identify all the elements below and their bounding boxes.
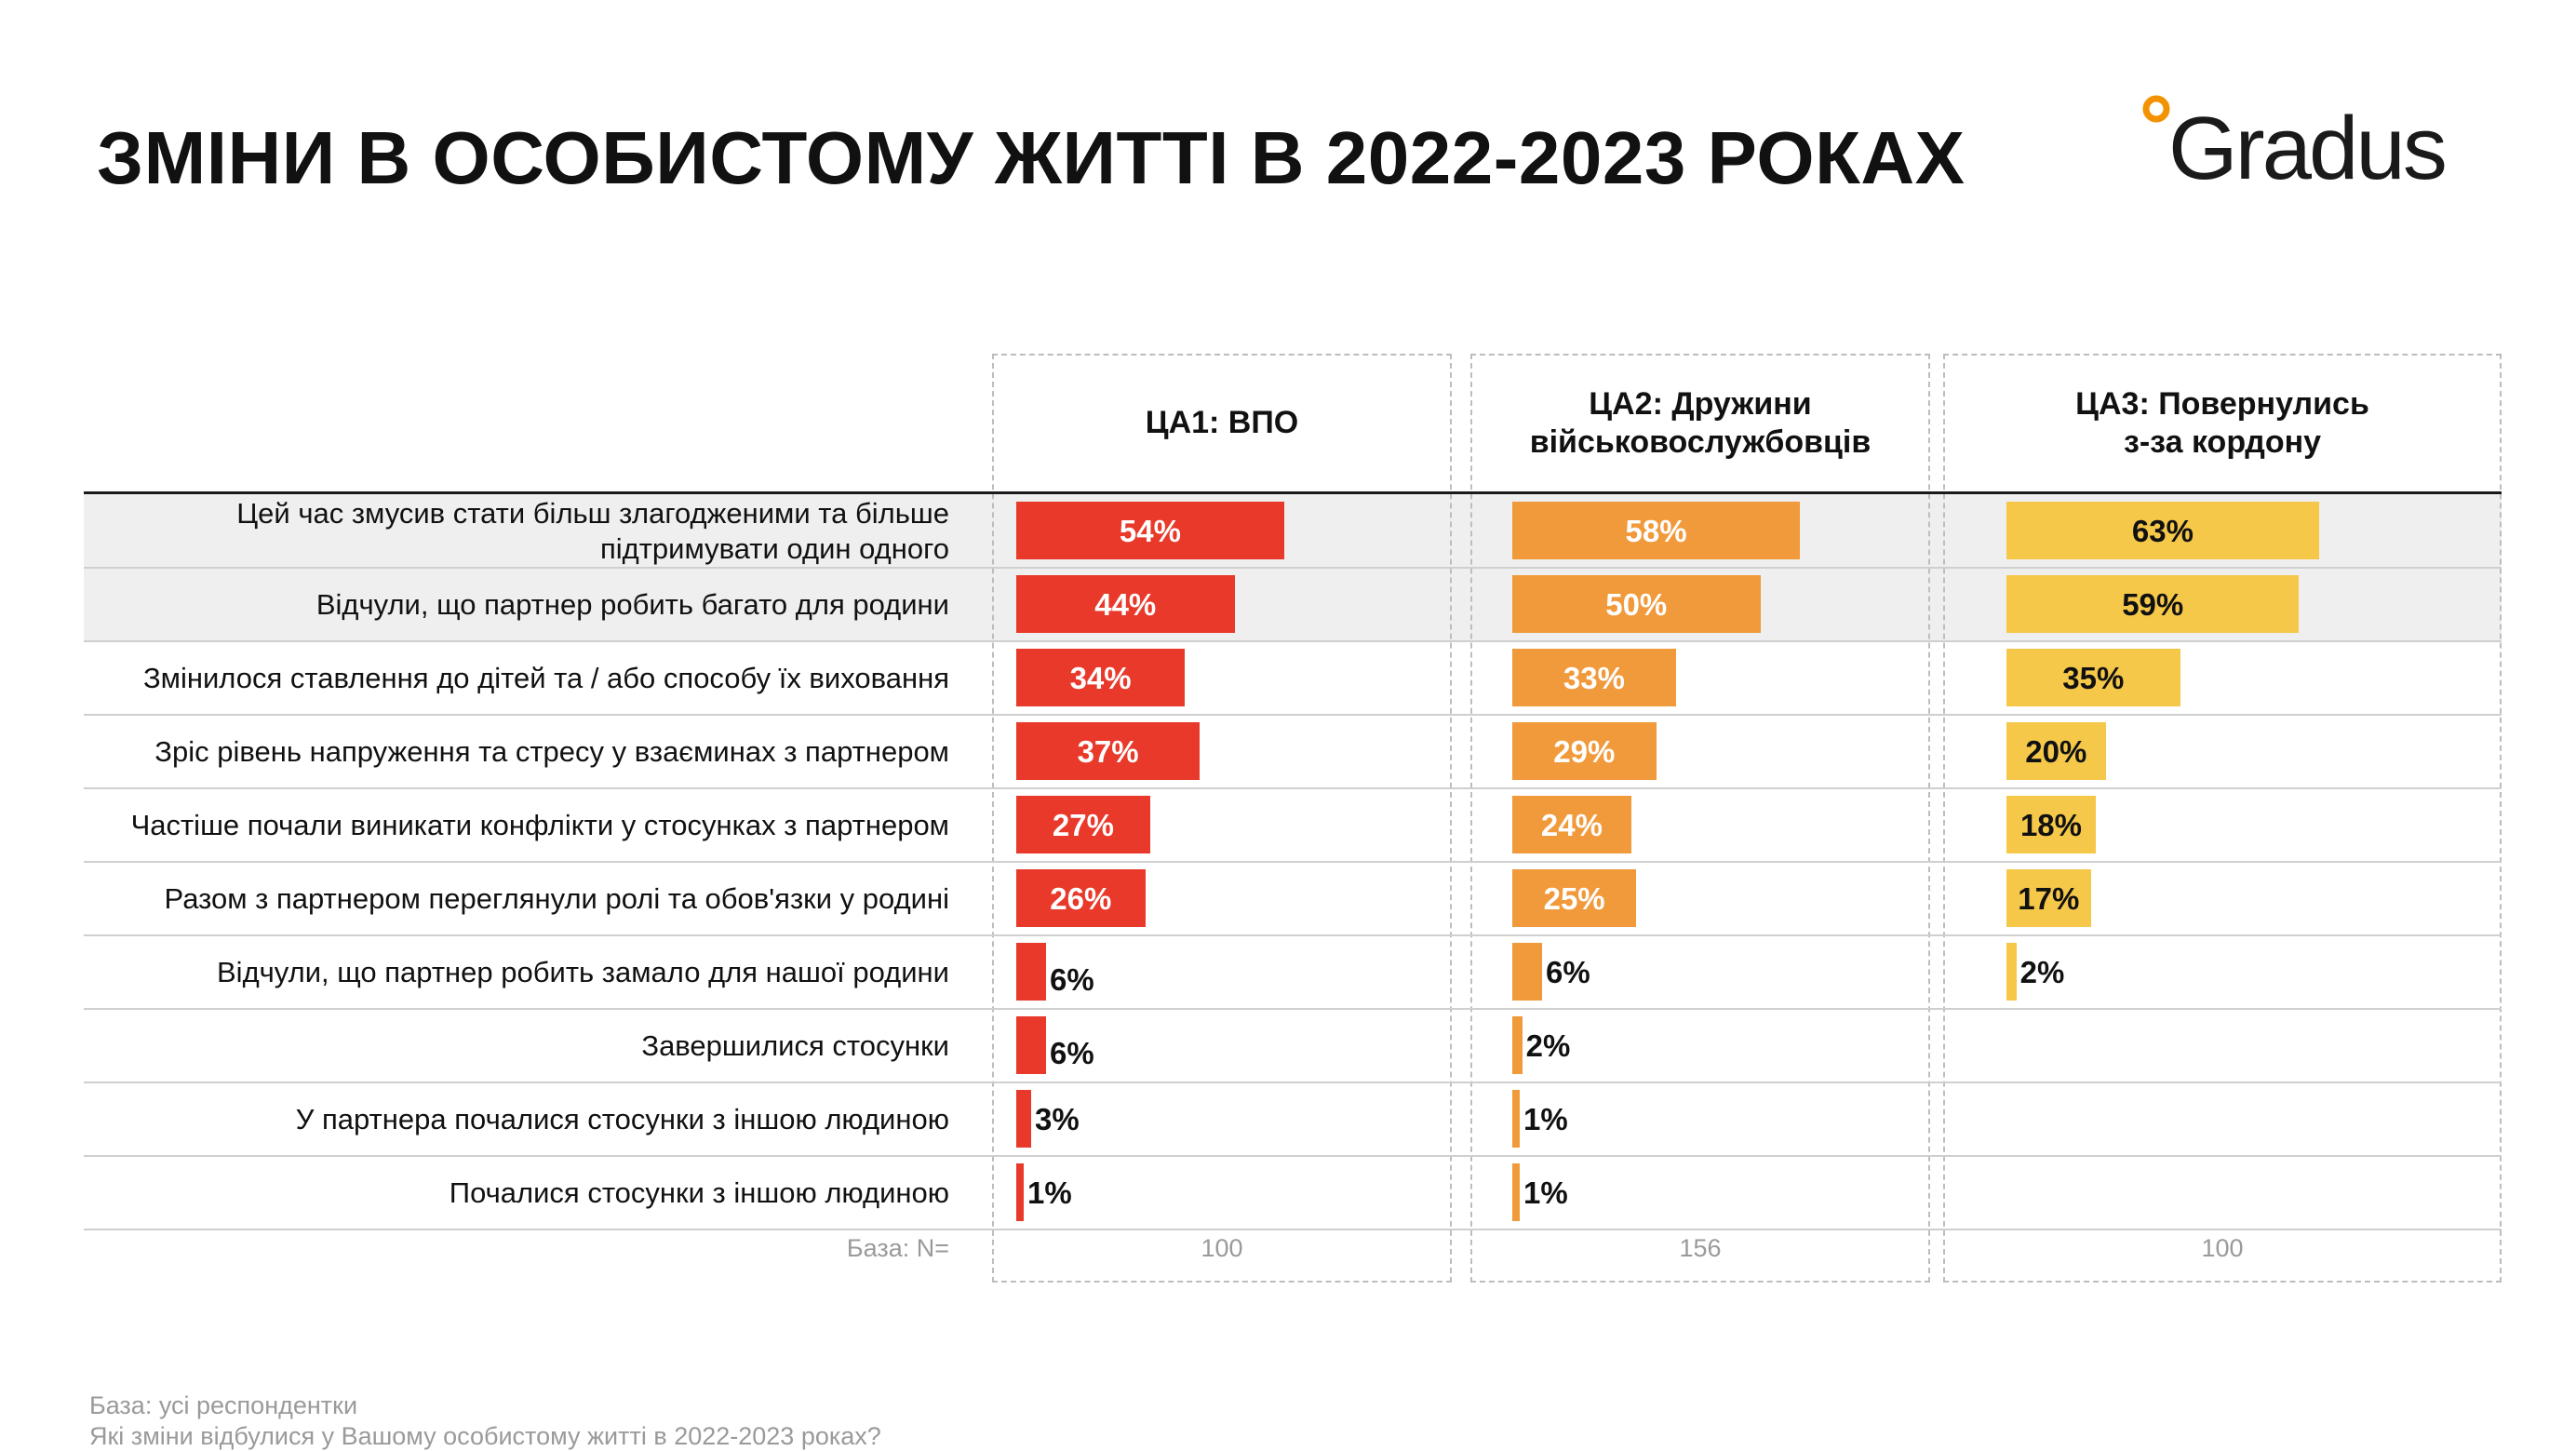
data-label: 58% bbox=[1625, 513, 1687, 548]
base-n: 100 bbox=[1201, 1234, 1243, 1262]
data-label: 44% bbox=[1094, 586, 1157, 622]
data-label: 29% bbox=[1553, 733, 1616, 769]
data-label: 63% bbox=[2131, 513, 2194, 548]
column-panel bbox=[1470, 354, 1930, 1283]
page-title: ЗМІНИ В ОСОБИСТОМУ ЖИТТІ В 2022-2023 РОК… bbox=[97, 116, 1966, 199]
logo-text: Gradus bbox=[2168, 99, 2448, 198]
bar bbox=[1016, 722, 1201, 780]
row-label: Змінилося ставлення до дітей та / або сп… bbox=[142, 661, 949, 694]
row-separator bbox=[84, 1008, 2502, 1010]
data-label: 24% bbox=[1540, 807, 1603, 842]
data-label: 20% bbox=[2025, 733, 2087, 769]
base-n: 100 bbox=[2201, 1234, 2244, 1262]
header-rule bbox=[84, 491, 2502, 494]
column-header: ЦА3: Повернулись з-за кордону bbox=[2075, 385, 2369, 460]
row-separator bbox=[84, 714, 2502, 716]
bar bbox=[1512, 1090, 1520, 1148]
logo-dot-ring bbox=[2142, 95, 2170, 123]
row-label: Зріс рівень напруження та стресу у взаєм… bbox=[154, 734, 949, 768]
bar bbox=[2006, 722, 2106, 780]
bar bbox=[1512, 502, 1801, 559]
column-panel bbox=[1943, 354, 2502, 1283]
row-separator bbox=[84, 934, 2502, 936]
data-label: 25% bbox=[1543, 880, 1605, 916]
row-label: Відчули, що партнер робить замало для на… bbox=[217, 955, 949, 988]
data-label: 37% bbox=[1077, 733, 1139, 769]
bar bbox=[1016, 649, 1186, 706]
base-label: База: N= bbox=[846, 1234, 949, 1262]
bar bbox=[1512, 575, 1761, 633]
row-separator bbox=[84, 1155, 2502, 1157]
data-label: 33% bbox=[1563, 660, 1625, 695]
bar bbox=[2006, 869, 2091, 927]
row-separator bbox=[84, 1229, 2502, 1230]
bar bbox=[1512, 649, 1676, 706]
row-separator bbox=[84, 640, 2502, 642]
bar bbox=[1016, 575, 1235, 633]
data-label: 35% bbox=[2062, 660, 2125, 695]
data-label: 6% bbox=[1049, 1035, 1094, 1070]
footnote-base: База: усі респондентки bbox=[89, 1391, 358, 1419]
row-label: Частіше почали виникати конфлікти у стос… bbox=[130, 808, 949, 841]
row-label: Разом з партнером переглянули ролі та об… bbox=[164, 881, 949, 915]
bar bbox=[2006, 575, 2300, 633]
data-label: 6% bbox=[1049, 961, 1094, 997]
bar bbox=[2006, 649, 2180, 706]
bar bbox=[2006, 943, 2017, 1001]
row-label: У партнера почалися стосунки з іншою люд… bbox=[295, 1102, 949, 1135]
bar bbox=[1512, 722, 1657, 780]
bar bbox=[1016, 502, 1284, 559]
row-separator bbox=[84, 567, 2502, 569]
bar bbox=[1512, 943, 1542, 1001]
data-label: 50% bbox=[1605, 586, 1668, 622]
data-label: 27% bbox=[1052, 807, 1114, 842]
bar bbox=[1016, 1090, 1031, 1148]
data-label: 2% bbox=[1525, 1028, 1571, 1063]
footnote-question: Які зміни відбулися у Вашому особистому … bbox=[89, 1422, 881, 1450]
data-label: 54% bbox=[1119, 513, 1181, 548]
data-label: 59% bbox=[2122, 586, 2184, 622]
data-label: 1% bbox=[1027, 1175, 1072, 1210]
bar bbox=[1016, 943, 1046, 1001]
column-header: ЦА2: Дружини військовослужбовців bbox=[1529, 385, 1872, 460]
logo-dot-icon bbox=[2142, 95, 2170, 123]
row-separator bbox=[84, 861, 2502, 863]
bar bbox=[1016, 796, 1150, 853]
row-label: Цей час змусив стати більш злагодженими … bbox=[93, 494, 949, 568]
data-label: 6% bbox=[1545, 954, 1590, 989]
bar bbox=[1512, 796, 1631, 853]
column-header: ЦА1: ВПО bbox=[1145, 405, 1299, 441]
base-n: 156 bbox=[1679, 1234, 1722, 1262]
row-label: Почалися стосунки з іншою людиною bbox=[449, 1176, 949, 1209]
bar bbox=[1512, 1016, 1523, 1074]
row-separator bbox=[84, 787, 2502, 789]
bar bbox=[1016, 1163, 1024, 1221]
data-label: 2% bbox=[2019, 954, 2065, 989]
data-label: 17% bbox=[2018, 880, 2080, 916]
row-label: Завершилися стосунки bbox=[641, 1028, 949, 1062]
row-separator bbox=[84, 1082, 2502, 1083]
data-label: 1% bbox=[1523, 1175, 1568, 1210]
row-label: Відчули, що партнер робить багато для ро… bbox=[315, 587, 949, 621]
data-label: 1% bbox=[1523, 1101, 1568, 1136]
data-label: 3% bbox=[1034, 1101, 1080, 1136]
gradus-logo: Gradus bbox=[2140, 93, 2531, 195]
bar bbox=[1016, 869, 1146, 927]
bar bbox=[1512, 869, 1637, 927]
bar bbox=[2006, 502, 2319, 559]
bar bbox=[1016, 1016, 1046, 1074]
data-label: 18% bbox=[2019, 807, 2082, 842]
data-label: 34% bbox=[1069, 660, 1132, 695]
bar bbox=[2006, 796, 2096, 853]
row-label-text: Цей час змусив стати більш злагодженими … bbox=[236, 496, 949, 565]
bar bbox=[1512, 1163, 1520, 1221]
data-label: 26% bbox=[1050, 880, 1112, 916]
column-panel bbox=[992, 354, 1452, 1283]
